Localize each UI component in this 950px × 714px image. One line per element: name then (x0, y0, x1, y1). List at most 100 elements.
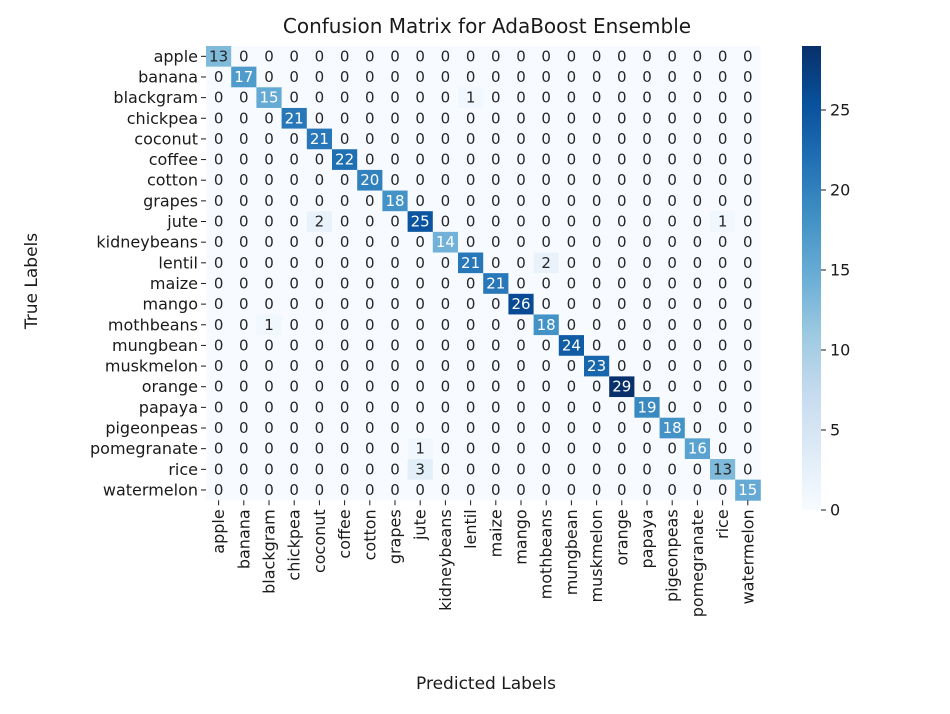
cell-value-label: 0 (441, 47, 451, 65)
cell-value-label: 0 (264, 398, 274, 416)
heatmap-cell (584, 190, 610, 212)
cell-value-label: 0 (718, 130, 728, 148)
heatmap-cell (735, 479, 761, 501)
heatmap-cell (357, 66, 383, 88)
cell-value-label: 0 (315, 481, 325, 499)
cell-value-label: 0 (365, 378, 375, 396)
heatmap-cell (735, 169, 761, 191)
heatmap-cell (382, 335, 408, 357)
cell-value-label: 0 (390, 171, 400, 189)
heatmap-cell (231, 46, 257, 68)
heatmap-cell (382, 314, 408, 336)
heatmap-cell (306, 169, 333, 191)
cell-value-label: 0 (365, 440, 375, 458)
cell-value-label: 0 (239, 89, 249, 107)
cell-value-label: 0 (642, 130, 652, 148)
cell-value-label: 22 (335, 151, 354, 169)
heatmap-cell (332, 314, 358, 336)
heatmap-cell (710, 397, 736, 419)
heatmap-cell (407, 128, 434, 150)
heatmap-cell (558, 46, 585, 68)
heatmap-cell (533, 128, 560, 150)
heatmap-cell (508, 128, 534, 150)
heatmap-cell (407, 252, 434, 274)
heatmap-cell (558, 355, 585, 377)
heatmap-cell (432, 479, 459, 501)
cell-value-label: 0 (441, 192, 451, 210)
cell-value-label: 0 (289, 130, 299, 148)
heatmap-cell (483, 293, 509, 315)
cell-value-label: 0 (642, 213, 652, 231)
heatmap-cell (256, 107, 282, 129)
heatmap-cell (458, 66, 484, 88)
cell-value-label: 0 (289, 316, 299, 334)
heatmap-cell (634, 397, 660, 419)
heatmap-cell (735, 273, 761, 295)
heatmap-cell (483, 273, 509, 295)
heatmap-cell (533, 273, 560, 295)
heatmap-cell (281, 376, 308, 398)
cell-value-label: 0 (415, 254, 425, 272)
heatmap-cell (634, 211, 660, 233)
cell-value-label: 0 (743, 336, 753, 354)
y-tick-label: cotton (147, 171, 198, 190)
cell-value-label: 0 (718, 378, 728, 396)
heatmap-cell (684, 273, 711, 295)
cell-value-label: 0 (415, 419, 425, 437)
heatmap-cell (432, 314, 459, 336)
cell-value-label: 0 (592, 440, 602, 458)
cell-value-label: 0 (390, 274, 400, 292)
heatmap-cell (357, 293, 383, 315)
cell-value-label: 0 (491, 357, 501, 375)
heatmap-cell (306, 252, 333, 274)
cell-value-label: 0 (642, 171, 652, 189)
heatmap-cell (231, 355, 257, 377)
heatmap-cell (584, 107, 610, 129)
heatmap-cell (508, 459, 534, 481)
heatmap-cell (407, 66, 434, 88)
cell-value-label: 0 (264, 171, 274, 189)
heatmap-cell (458, 293, 484, 315)
heatmap-cell (684, 417, 711, 439)
cell-value-label: 0 (415, 47, 425, 65)
heatmap-cell (508, 273, 534, 295)
heatmap-cell (332, 190, 358, 212)
y-tick-label: orange (142, 377, 198, 396)
cell-value-label: 0 (667, 357, 677, 375)
cell-value-label: 3 (415, 460, 425, 478)
cell-value-label: 0 (642, 440, 652, 458)
cell-value-label: 0 (718, 171, 728, 189)
heatmap-cell (231, 459, 257, 481)
cell-value-label: 0 (617, 192, 627, 210)
heatmap-cell (710, 107, 736, 129)
heatmap-cell (533, 293, 560, 315)
cell-value-label: 0 (491, 398, 501, 416)
heatmap-cell (458, 252, 484, 274)
heatmap-cell (332, 355, 358, 377)
x-tick-label: orange (612, 509, 631, 565)
x-tick-label: blackgram (260, 509, 279, 594)
cell-value-label: 0 (289, 171, 299, 189)
heatmap-cell (584, 293, 610, 315)
cell-value-label: 0 (667, 460, 677, 478)
heatmap-cell (609, 273, 635, 295)
heatmap-cell (306, 397, 333, 419)
heatmap-cell (281, 438, 308, 460)
heatmap-cell (533, 231, 560, 253)
cell-value-label: 0 (466, 398, 476, 416)
cell-value-label: 0 (315, 398, 325, 416)
heatmap-cell (684, 87, 711, 109)
cell-value-label: 0 (365, 295, 375, 313)
heatmap-cell (710, 211, 736, 233)
heatmap-cell (306, 231, 333, 253)
heatmap-cell (231, 335, 257, 357)
heatmap-cell (684, 438, 711, 460)
heatmap-cell (357, 190, 383, 212)
heatmap-cell (710, 479, 736, 501)
heatmap-cell (684, 169, 711, 191)
heatmap-cell (357, 128, 383, 150)
y-tick-label: mungbean (112, 336, 198, 355)
cell-value-label: 0 (491, 109, 501, 127)
heatmap-cell (407, 293, 434, 315)
